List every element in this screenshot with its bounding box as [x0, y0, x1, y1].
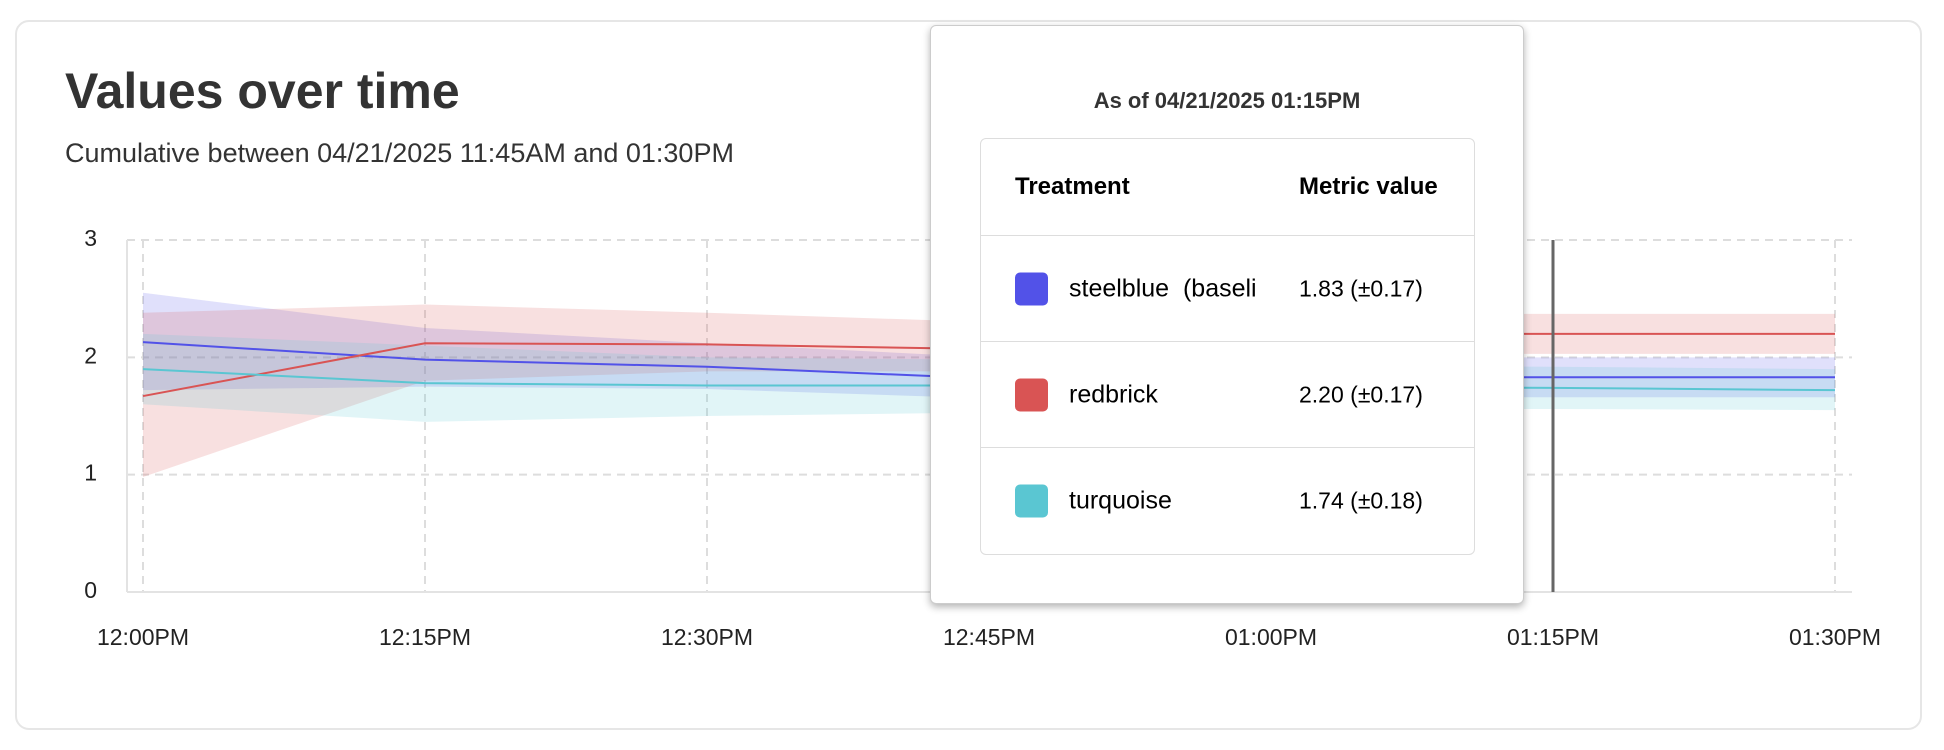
chart-title: Values over time	[65, 63, 460, 119]
y-tick-label: 2	[84, 342, 97, 368]
y-tick-label: 0	[84, 577, 97, 603]
tooltip-table: Treatment Metric value steelblue (baseli…	[980, 138, 1475, 555]
tooltip: As of 04/21/2025 01:15PM Treatment Metri…	[930, 25, 1524, 604]
treatment-name: turquoise	[1069, 486, 1172, 515]
table-header: Treatment Metric value	[981, 139, 1474, 235]
table-row: steelblue (baseli 1.83 (±0.17)	[981, 235, 1474, 342]
metric-value: 1.83 (±0.17)	[1299, 275, 1423, 302]
card	[15, 20, 1922, 730]
table-row: redbrick 2.20 (±0.17)	[981, 341, 1474, 448]
color-swatch	[1015, 378, 1048, 412]
header-cell: Metric value	[1299, 173, 1438, 200]
x-tick-label: 01:30PM	[1789, 624, 1881, 650]
y-tick-label: 1	[84, 460, 97, 486]
metric-value: 1.74 (±0.18)	[1299, 487, 1423, 514]
chart-subtitle: Cumulative between 04/21/2025 11:45AM an…	[65, 138, 734, 168]
table-row: turquoise 1.74 (±0.18)	[981, 447, 1474, 554]
x-tick-label: 12:45PM	[943, 624, 1035, 650]
tooltip-title: As of 04/21/2025 01:15PM	[1093, 88, 1361, 113]
metric-value: 2.20 (±0.17)	[1299, 381, 1423, 408]
x-tick-label: 12:30PM	[661, 624, 753, 650]
color-swatch	[1015, 272, 1048, 306]
x-tick-label: 12:15PM	[379, 624, 471, 650]
x-tick-label: 01:15PM	[1507, 624, 1599, 650]
x-tick-label: 12:00PM	[97, 624, 189, 650]
treatment-name: redbrick	[1069, 380, 1158, 409]
x-tick-label: 01:00PM	[1225, 624, 1317, 650]
color-swatch	[1015, 484, 1048, 518]
y-tick-label: 3	[84, 225, 97, 251]
header-cell: Treatment	[1015, 173, 1130, 200]
treatment-name: steelblue (baseli	[1069, 274, 1257, 303]
